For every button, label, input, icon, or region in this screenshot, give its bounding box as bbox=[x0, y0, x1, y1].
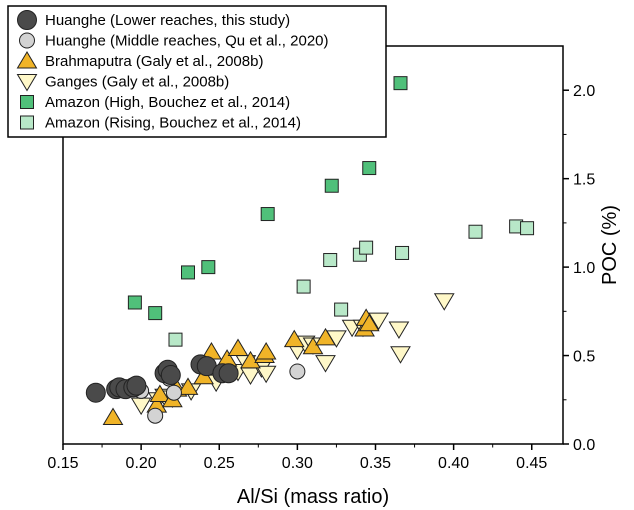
x-tick-label: 0.15 bbox=[47, 455, 78, 472]
legend-label-0: Huanghe (Lower reaches, this study) bbox=[45, 12, 290, 29]
data-point-s0-12 bbox=[218, 363, 239, 384]
data-point-s1-3 bbox=[165, 384, 182, 401]
legend-label-2: Brahmaputra (Galy et al., 2008b) bbox=[45, 53, 263, 70]
y-tick-label: 0.0 bbox=[573, 437, 595, 454]
legend-marker-2 bbox=[16, 51, 38, 69]
y-tick-label: 0.5 bbox=[573, 349, 595, 366]
legend-marker-5 bbox=[20, 115, 34, 130]
legend-label-1: Huanghe (Middle reaches, Qu et al., 2020… bbox=[45, 33, 329, 50]
x-tick-label: 0.40 bbox=[438, 455, 469, 472]
x-axis-title: Al/Si (mass ratio) bbox=[237, 486, 389, 508]
legend-label-4: Amazon (High, Bouchez et al., 2014) bbox=[45, 94, 290, 111]
data-point-s3-20 bbox=[390, 346, 411, 364]
y-tick-label: 2.0 bbox=[573, 83, 595, 100]
x-tick-label: 0.25 bbox=[204, 455, 235, 472]
data-point-s4-4 bbox=[260, 207, 275, 222]
data-point-s1-1 bbox=[147, 407, 164, 424]
data-point-s2-5 bbox=[177, 377, 199, 395]
data-point-s4-5 bbox=[324, 178, 339, 193]
data-point-s3-14 bbox=[315, 355, 336, 373]
legend-marker-4 bbox=[20, 95, 34, 109]
data-point-s0-0 bbox=[85, 382, 106, 403]
legend-marker-1 bbox=[19, 32, 35, 49]
data-point-s2-14 bbox=[302, 336, 324, 355]
y-tick-label: 1.5 bbox=[573, 172, 595, 189]
legend: Huanghe (Lower reaches, this study) Huang… bbox=[7, 5, 387, 138]
data-point-s3-21 bbox=[433, 293, 455, 311]
data-point-s2-10 bbox=[240, 350, 261, 369]
data-points-layer bbox=[85, 76, 535, 425]
x-tick-label: 0.35 bbox=[360, 455, 391, 472]
data-point-s5-0 bbox=[168, 332, 183, 347]
legend-label-5: Amazon (Rising, Bouchez et al., 2014) bbox=[45, 115, 301, 132]
x-axis: 0.15 0.20 0.25 0.30 0.35 0.40 0.45 bbox=[47, 444, 547, 472]
data-point-s5-6 bbox=[395, 245, 410, 260]
data-point-s5-3 bbox=[334, 302, 349, 317]
data-point-s2-9 bbox=[227, 338, 249, 356]
legend-label-3: Ganges (Galy et al., 2008b) bbox=[45, 74, 229, 91]
data-point-s2-15 bbox=[315, 327, 336, 346]
data-point-s2-0 bbox=[102, 407, 124, 425]
x-tick-label: 0.30 bbox=[282, 455, 313, 472]
y-tick-label: 1.0 bbox=[573, 260, 595, 277]
data-point-s0-8 bbox=[160, 365, 181, 386]
legend-marker-3 bbox=[16, 74, 38, 92]
data-point-s4-3 bbox=[201, 260, 216, 275]
data-point-s3-18 bbox=[368, 312, 390, 331]
data-point-s4-7 bbox=[393, 76, 408, 91]
data-point-s2-18 bbox=[358, 313, 380, 332]
data-point-s4-0 bbox=[127, 295, 142, 310]
y-axis-title: POC (%) bbox=[599, 205, 621, 285]
data-point-s3-19 bbox=[388, 321, 410, 340]
data-point-s5-2 bbox=[323, 253, 338, 268]
data-point-s5-7 bbox=[468, 224, 483, 239]
legend-box bbox=[7, 5, 387, 138]
data-point-s2-2 bbox=[149, 384, 171, 402]
x-tick-label: 0.20 bbox=[126, 455, 157, 472]
data-point-s2-13 bbox=[283, 329, 305, 348]
data-point-s1-4 bbox=[289, 363, 306, 380]
data-point-s5-1 bbox=[296, 279, 311, 294]
data-point-s5-5 bbox=[359, 240, 374, 255]
data-point-s3-10 bbox=[255, 365, 277, 384]
legend-marker-0 bbox=[17, 10, 37, 30]
data-point-s0-5 bbox=[126, 375, 147, 396]
data-point-s5-9 bbox=[520, 221, 535, 236]
data-point-s4-1 bbox=[148, 306, 163, 321]
x-tick-label: 0.45 bbox=[516, 455, 547, 472]
data-point-s2-12 bbox=[255, 342, 277, 360]
data-point-s4-6 bbox=[362, 161, 377, 176]
y-axis: 0.0 0.5 1.0 1.5 2.0 bbox=[563, 83, 595, 454]
data-point-s4-2 bbox=[181, 265, 195, 280]
